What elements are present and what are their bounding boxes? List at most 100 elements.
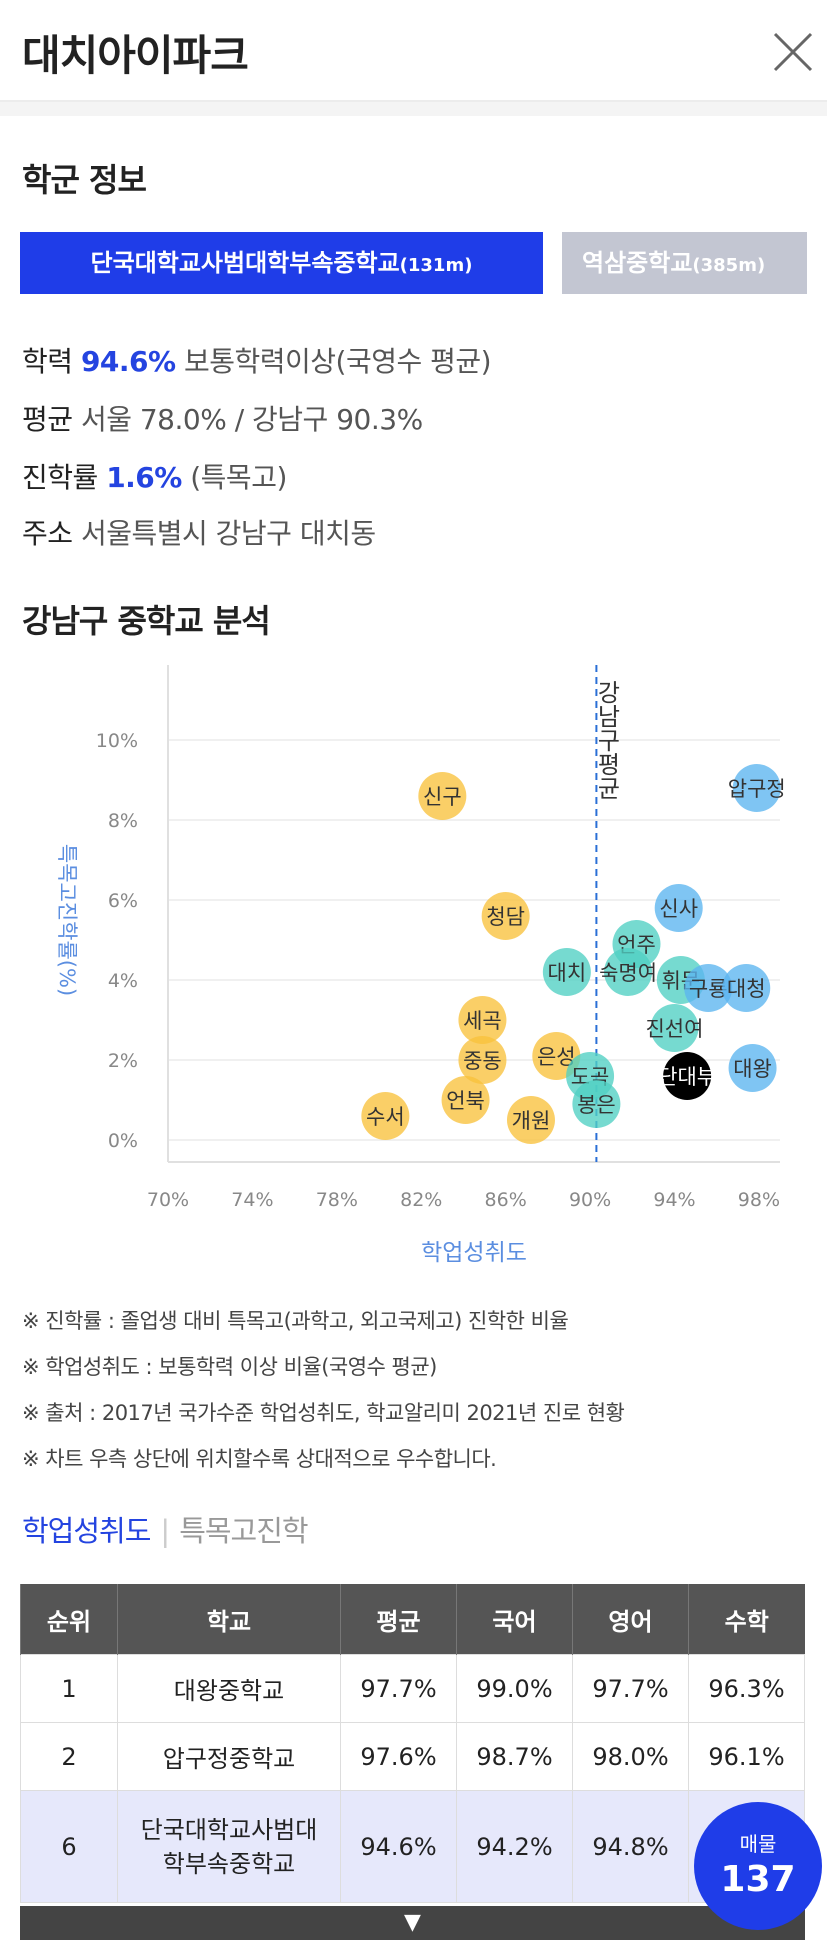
x-tick-label: 94%	[653, 1189, 695, 1211]
data-point-label: 단대부	[658, 1065, 716, 1089]
listing-label: 매물	[739, 1832, 777, 1856]
data-point	[458, 996, 507, 1044]
info-row-admission-rate: 진학률 1.6% (특목고)	[22, 456, 287, 496]
cell-rank: 6	[20, 1790, 118, 1903]
y-tick-label: 8%	[108, 810, 138, 832]
ranking-table: 순위 학교 평균 국어 영어 수학 1 대왕중학교 97.7% 99.0% 97…	[20, 1584, 805, 1903]
expand-bar[interactable]: ▼	[20, 1906, 805, 1940]
y-tick-label: 6%	[108, 890, 138, 912]
data-point	[418, 772, 467, 820]
data-point-label: 대청	[727, 977, 766, 1001]
data-point-label: 압구정	[728, 777, 786, 801]
note-line: ※ 출처 : 2017년 국가수준 학업성취도, 학교알리미 2021년 진로 …	[22, 1401, 625, 1425]
cell-school-line: 단국대학교사범대	[140, 1815, 318, 1844]
column-header-math: 수학	[688, 1584, 805, 1655]
data-point	[542, 948, 591, 996]
info-value: 서울 78.0% / 강남구 90.3%	[80, 403, 423, 436]
data-point	[654, 884, 703, 932]
data-point-label: 숙명여	[599, 961, 657, 985]
table-row[interactable]: 1 대왕중학교 97.7% 99.0% 97.7% 96.3%	[20, 1654, 805, 1723]
data-point	[650, 1004, 699, 1052]
data-point-label: 신구	[423, 785, 462, 809]
x-tick-label: 78%	[316, 1189, 358, 1211]
tab-school-name: 역삼중학교	[582, 249, 693, 277]
data-point	[572, 1080, 621, 1128]
data-point-label: 언북	[446, 1089, 485, 1113]
cell-english: 97.7%	[572, 1654, 689, 1723]
tab-school-1[interactable]: 단국대학교사범대학부속중학교(131m)	[20, 232, 543, 294]
data-point	[604, 948, 653, 996]
cell-average: 97.6%	[340, 1722, 457, 1791]
sort-tab-admission[interactable]: 특목고진학	[179, 1514, 308, 1548]
x-tick-label: 74%	[231, 1189, 273, 1211]
column-header-rank: 순위	[20, 1584, 118, 1655]
info-value: (특목고)	[190, 461, 287, 494]
close-icon[interactable]	[763, 22, 823, 82]
table-row-highlighted[interactable]: 6 단국대학교사범대 학부속중학교 94.6% 94.2% 94.8%	[20, 1790, 805, 1903]
x-tick-label: 98%	[738, 1189, 780, 1211]
cell-rank: 1	[20, 1654, 118, 1723]
cell-math: 96.1%	[688, 1722, 805, 1791]
scatter-chart: 0% 2% 4% 6% 8% 10% 70% 74% 78% 82% 86% 90% 94% 98% 강남구…	[55, 665, 786, 1266]
cell-average: 97.7%	[340, 1654, 457, 1723]
data-point	[732, 764, 781, 812]
cell-english: 98.0%	[572, 1722, 689, 1791]
x-tick-label: 70%	[147, 1189, 189, 1211]
info-accent-value: 94.6%	[80, 345, 176, 378]
info-value: 보통학력이상(국영수 평균)	[183, 345, 492, 378]
data-point	[441, 1076, 490, 1124]
school-info-title: 학군 정보	[22, 161, 147, 199]
cell-math: 96.3%	[688, 1654, 805, 1723]
data-point-label: 중동	[463, 1049, 502, 1073]
x-tick-label: 90%	[569, 1189, 611, 1211]
tab-school-distance: (385m)	[692, 255, 766, 276]
tab-school-name: 단국대학교사범대학부속중학교	[90, 249, 400, 277]
data-point-label: 봉은	[577, 1093, 616, 1117]
y-tick-label: 4%	[108, 970, 138, 992]
page-title: 대치아이파크	[22, 31, 249, 80]
info-row-achievement: 학력 94.6% 보통학력이상(국영수 평균)	[22, 340, 492, 380]
data-point	[728, 1044, 777, 1092]
chevron-down-icon: ▼	[404, 1910, 421, 1935]
cell-korean: 94.2%	[456, 1790, 573, 1903]
y-tick-label: 0%	[108, 1130, 138, 1152]
info-label: 평균	[22, 403, 73, 436]
column-header-school: 학교	[117, 1584, 341, 1655]
data-point-label: 대치	[548, 961, 587, 985]
info-label: 주소	[22, 517, 73, 550]
data-point-label: 세곡	[463, 1009, 502, 1033]
data-point	[663, 1052, 712, 1100]
info-row-average: 평균 서울 78.0% / 강남구 90.3%	[22, 398, 423, 438]
info-label: 진학률	[22, 461, 98, 494]
cell-korean: 98.7%	[456, 1722, 573, 1791]
cell-school: 단국대학교사범대 학부속중학교	[117, 1790, 341, 1903]
x-tick-label: 82%	[400, 1189, 442, 1211]
data-point-label: 진선여	[645, 1017, 703, 1041]
info-accent-value: 1.6%	[106, 461, 182, 494]
x-tick-label: 86%	[485, 1189, 527, 1211]
y-tick-label: 2%	[108, 1050, 138, 1072]
data-point	[684, 964, 733, 1012]
note-line: ※ 진학률 : 졸업생 대비 특목고(과학고, 외고국제고) 진학한 비율	[22, 1309, 569, 1333]
data-point-label: 구룡	[689, 977, 728, 1001]
listing-count-button[interactable]: 매물 137	[694, 1802, 822, 1930]
x-axis-label: 학업성취도	[421, 1240, 527, 1266]
cell-average: 94.6%	[340, 1790, 457, 1903]
data-point	[722, 964, 771, 1012]
cell-school: 압구정중학교	[117, 1722, 341, 1791]
listing-count: 137	[720, 1859, 796, 1900]
table-row[interactable]: 2 압구정중학교 97.6% 98.7% 98.0% 96.1%	[20, 1722, 805, 1791]
data-point	[458, 1036, 507, 1084]
tab-school-2[interactable]: 역삼중학교(385m)	[562, 232, 807, 294]
y-axis-label: 특목고진학률(%)	[55, 844, 79, 996]
tab-school-distance: (131m)	[399, 255, 473, 276]
data-point-label: 신사	[659, 897, 698, 921]
sort-tabs: 학업성취도 | 특목고진학	[22, 1508, 309, 1550]
data-point	[481, 892, 530, 940]
column-header-korean: 국어	[456, 1584, 573, 1655]
data-point-label: 수서	[366, 1105, 405, 1129]
sort-tab-achievement[interactable]: 학업성취도	[22, 1514, 151, 1548]
data-point	[361, 1092, 410, 1140]
data-point-label: 개원	[512, 1109, 551, 1133]
reference-line-label: 강남구평균	[592, 680, 620, 800]
